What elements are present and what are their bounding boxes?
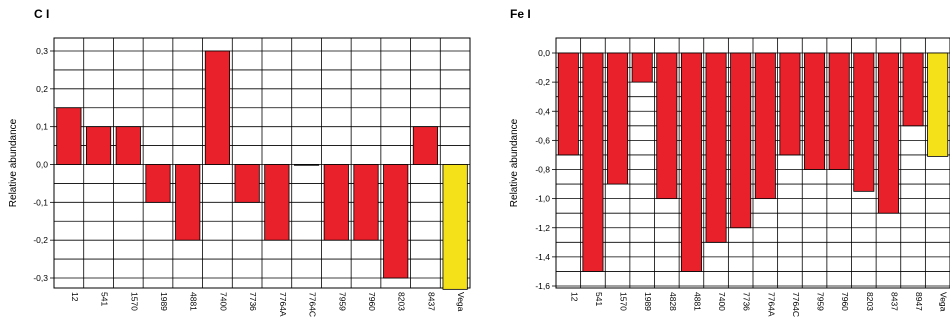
- c-i-x-tick-label: 7736: [248, 292, 258, 311]
- c-i-x-tick-label: 1570: [129, 292, 139, 311]
- c-i-x-tick-label: 541: [100, 292, 110, 306]
- c-i-x-tick-label: 7400: [218, 292, 228, 311]
- c-i-x-tick-label: 7959: [337, 292, 347, 311]
- fe-i-x-tick-label: 1570: [619, 292, 629, 311]
- fe-i-y-tick-label: -0,2: [535, 77, 550, 87]
- fe-i-x-tick-label: 7960: [840, 292, 850, 311]
- c-i-bar-4881: [175, 164, 201, 241]
- c-i-x-tick-label: Vega: [456, 292, 466, 312]
- c-i-bar-Vega: [442, 164, 468, 290]
- c-i-bar-1570: [115, 126, 141, 165]
- fe-i-bar-Vega: [927, 52, 949, 157]
- c-i-bar-7400: [204, 50, 231, 165]
- c-i-bar-1989: [145, 164, 171, 203]
- fe-i-bar-8437: [877, 52, 899, 214]
- fe-i-x-tick-label: 7400: [717, 292, 727, 311]
- fe-i-bar-541: [582, 52, 604, 272]
- c-i-y-tick-label: -0,3: [33, 273, 48, 283]
- fe-i-x-tick-label: 1989: [643, 292, 653, 311]
- fe-i-y-tick-label: -0,6: [535, 135, 550, 145]
- fe-i-x-tick-label: 7764C: [791, 292, 801, 317]
- c-i-bar-7764A: [264, 164, 290, 241]
- c-i-y-tick-label: 0,1: [36, 122, 48, 132]
- c-i-x-tick-label: 1989: [159, 292, 169, 311]
- c-i-chart-title: C I: [34, 7, 49, 21]
- fe-i-chart-title: Fe I: [510, 7, 531, 21]
- fe-i-bar-7400: [705, 52, 727, 243]
- c-i-x-tick-label: 8437: [426, 292, 436, 311]
- c-i-y-tick-label: 0,3: [36, 46, 48, 56]
- fe-i-bar-1989: [631, 52, 653, 83]
- fe-i-x-tick-label: Vega: [939, 292, 949, 312]
- fe-i-y-tick-label: -1,2: [535, 223, 550, 233]
- c-i-x-tick-label: 7764A: [278, 292, 288, 317]
- fe-i-bar-7764C: [779, 52, 801, 156]
- fe-i-x-tick-label: 7959: [816, 292, 826, 311]
- c-i-x-tick-label: 7960: [367, 292, 377, 311]
- fe-i-bar-7960: [828, 52, 850, 170]
- fe-i-y-tick-label: -1,0: [535, 194, 550, 204]
- fe-i-bar-4828: [656, 52, 678, 200]
- c-i-bar-8437: [412, 126, 439, 165]
- c-i-x-tick-label: 4881: [189, 292, 199, 311]
- c-i-y-axis-label: Relative abundance: [8, 118, 19, 207]
- fe-i-plot-frame: [555, 37, 950, 289]
- fe-i-panel: Fe I Relative abundance 0,0 -0,2 -0,4 -0,6 -0,…: [509, 7, 950, 317]
- fe-i-bar-4881: [680, 52, 702, 272]
- fe-i-x-tick-label: 7736: [742, 292, 752, 311]
- fe-i-y-tick-label: -1,4: [535, 252, 550, 262]
- fe-i-x-tick-label: 4881: [692, 292, 702, 311]
- c-i-x-tick-label: 12: [70, 292, 80, 302]
- fe-i-bar-8947: [902, 52, 924, 127]
- fe-i-y-tick-label: -1,6: [535, 281, 550, 291]
- fe-i-x-tick-label: 8437: [889, 292, 899, 311]
- c-i-bar-7736: [234, 164, 260, 203]
- fe-i-bar-1570: [607, 52, 629, 185]
- fe-i-y-tick-label: -0,4: [535, 106, 550, 116]
- c-i-y-tick-label: 0,0: [36, 160, 48, 170]
- fe-i-bar-7764A: [754, 52, 776, 200]
- fe-i-x-tick-label: 8947: [914, 292, 924, 311]
- c-i-y-tick-label: -0,1: [33, 197, 48, 207]
- fe-i-x-tick-label: 12: [569, 292, 579, 302]
- c-i-x-tick-label: 8203: [397, 292, 407, 311]
- c-i-x-tick-label: 7764C: [308, 292, 318, 317]
- c-i-y-tick-label: 0,2: [36, 84, 48, 94]
- c-i-bar-7959: [323, 164, 349, 241]
- c-i-bar-12: [56, 107, 82, 165]
- fe-i-bar-7736: [730, 52, 752, 229]
- fe-i-y-axis-label: Relative abundance: [509, 118, 520, 207]
- c-i-bar-7960: [353, 164, 379, 241]
- c-i-bar-8203: [383, 164, 409, 279]
- fe-i-y-tick-label: 0,0: [538, 48, 550, 58]
- fe-i-bar-7959: [804, 52, 826, 170]
- c-i-y-tick-label: -0,2: [33, 235, 48, 245]
- fe-i-y-tick-label: -0,8: [535, 165, 550, 175]
- fe-i-x-tick-label: 8203: [865, 292, 875, 311]
- fe-i-x-tick-label: 4828: [668, 292, 678, 311]
- fe-i-x-tick-label: 541: [594, 292, 604, 306]
- fe-i-x-tick-label: 7764A: [766, 292, 776, 317]
- fe-i-bar-12: [557, 52, 579, 156]
- c-i-panel: C I Relative abundance 0,3 0,2 0,1 0,0 -0,1 -0,…: [8, 7, 471, 317]
- c-i-bar-7764C: [293, 164, 320, 166]
- fe-i-bar-8203: [853, 52, 875, 192]
- c-i-bar-541: [85, 126, 112, 165]
- c-i-plot-frame: [53, 37, 471, 289]
